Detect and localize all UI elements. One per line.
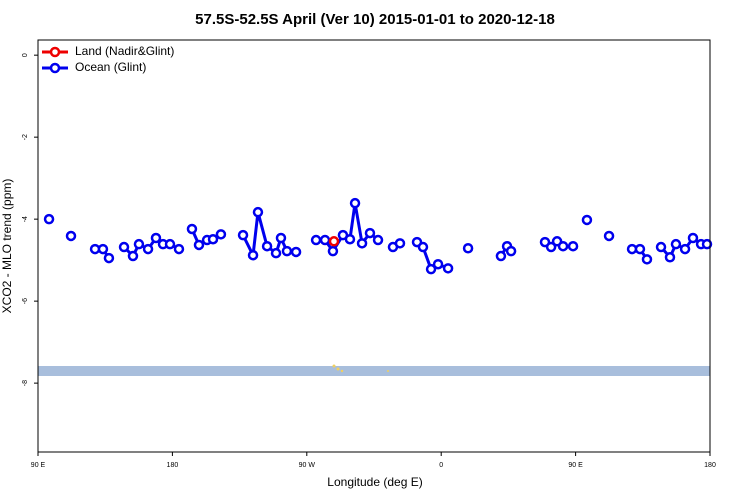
data-point [634,243,646,255]
chart-title: 57.5S-52.5S April (Ver 10) 2015-01-01 to… [195,11,555,28]
data-point [193,239,205,251]
data-point [327,245,339,257]
data-point [207,233,219,245]
data-point [567,240,579,252]
data-point [581,214,593,226]
data-point [687,232,699,244]
data-point [261,240,273,252]
y-tick-label: -2 [22,134,29,140]
data-point [372,234,384,246]
data-point [281,245,293,257]
legend-label: Ocean (Glint) [75,60,146,74]
plot-area [43,197,713,275]
data-point [349,197,361,209]
data-point [103,252,115,264]
land-dot [340,369,344,373]
plot-frame [37,39,711,453]
y-tick-label: 0 [22,53,29,57]
y-tick-label: -4 [22,216,29,222]
data-point [425,263,437,275]
x-tick-label: 0 [439,462,443,469]
y-axis-label: XCO2 - MLO trend (ppm) [0,179,14,314]
y-tick-label: -8 [22,380,29,386]
data-point [417,241,429,253]
data-point [679,243,691,255]
land-mask-strip [38,366,710,376]
data-point [328,236,340,247]
y-tick-label: -6 [22,298,29,304]
data-point [118,241,130,253]
data-point [664,252,676,263]
data-point [247,249,259,261]
data-point [394,238,406,249]
data-point [97,243,109,255]
data-point [344,233,356,245]
data-point [310,234,322,246]
data-point [545,241,557,253]
data-point [290,246,302,258]
data-point [641,254,653,265]
data-point [43,213,55,225]
data-point [65,230,77,242]
legend-marker [49,62,61,74]
data-point [557,240,569,252]
data-point [364,227,376,239]
land-dot [332,364,336,368]
data-point [603,230,615,242]
x-tick-label: 90 E [568,462,583,469]
data-point [164,238,176,250]
data-point [173,243,185,255]
data-point [127,250,139,262]
data-point [186,223,198,235]
data-point [319,234,331,246]
land-dot [387,370,389,372]
data-point [150,232,162,244]
data-point [701,238,713,250]
data-point [142,243,154,255]
x-tick-label: 90 E [31,462,46,469]
data-point [270,247,282,259]
legend-label: Land (Nadir&Glint) [75,44,174,58]
data-point [655,241,667,253]
data-point [237,229,249,241]
data-point [670,238,682,250]
data-point [432,258,444,270]
data-point [505,245,517,257]
data-point [252,206,264,218]
land-dot [336,367,340,371]
x-tick-label: 180 [704,462,716,469]
data-point [495,250,507,262]
data-point [215,229,227,240]
data-point [356,238,368,249]
data-point [462,243,474,254]
data-point [275,232,287,244]
legend-marker [49,46,61,58]
data-point [442,263,454,274]
x-axis-label: Longitude (deg E) [327,475,422,489]
x-tick-label: 90 W [299,462,316,469]
x-tick-label: 180 [167,462,179,469]
data-point [133,238,145,250]
